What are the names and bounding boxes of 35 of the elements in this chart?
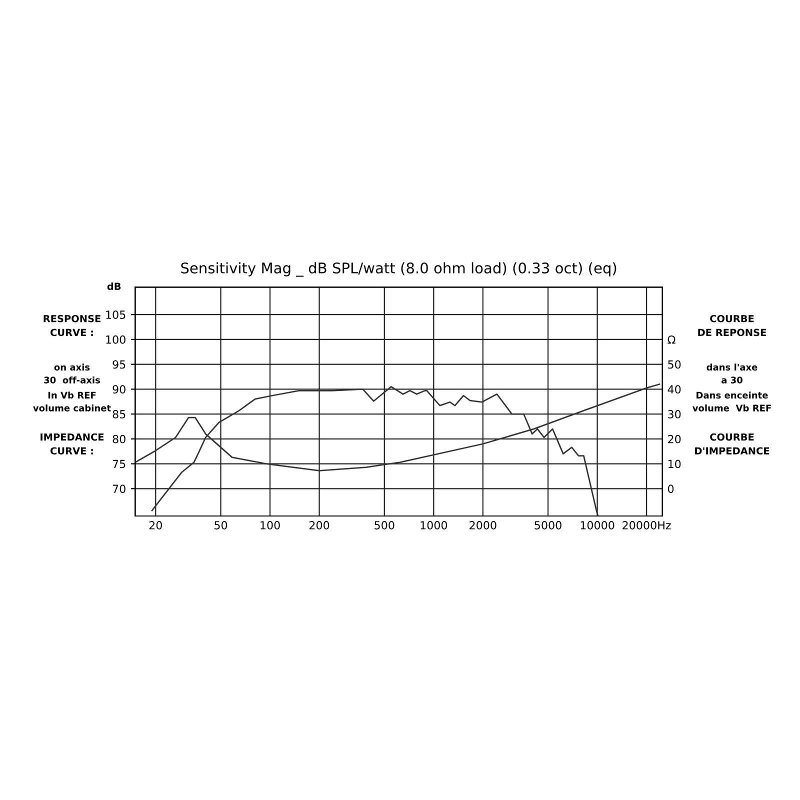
chart-title: Sensitivity Mag _ dB SPL/watt (8.0 ohm load) (0.33 oct) (eq) (181, 262, 616, 277)
x-tick-label: 1000 (420, 521, 448, 530)
y2-tick-label: 20 (668, 434, 681, 444)
text: dans l'axe a 30 (706, 364, 758, 384)
y-tick-label: 105 (106, 310, 126, 319)
y2-tick-label: 10 (668, 460, 681, 468)
y2-tick-label: 40 (668, 385, 681, 394)
y-tick-label: 70 (112, 484, 126, 494)
y2-tick-label: 0 (668, 484, 674, 494)
y-tick-label: 100 (106, 335, 126, 344)
y2-tick-label: 50 (668, 360, 681, 369)
text: COURBE D'IMPEDANCE (695, 433, 770, 455)
x-tick-label: 20 (149, 521, 162, 530)
text: IMPEDANCE CURVE : (40, 433, 104, 455)
y2-tick-label: Ω (668, 335, 676, 344)
x-tick-label: 20000Hz (622, 521, 671, 530)
y-axis-title: dB (107, 282, 121, 290)
x-tick-label: 200 (309, 521, 330, 530)
x-tick-label: 100 (260, 521, 280, 530)
y-tick-label: 80 (112, 434, 126, 444)
x-tick-label: 500 (374, 521, 394, 530)
x-tick-label: 50 (214, 521, 228, 530)
text: In Vb REF volume cabinet (33, 392, 111, 412)
y2-tick-label: 30 (668, 410, 681, 418)
text: COURBE DE REPONSE (698, 314, 766, 336)
x-tick-label: 5000 (534, 521, 562, 530)
text: RESPONSE CURVE : (44, 314, 100, 336)
y-tick-label: 85 (112, 410, 126, 418)
text: on axis 30 off-axis (44, 364, 100, 384)
y-tick-label: 95 (112, 360, 126, 369)
y-tick-label: 75 (112, 460, 126, 468)
x-tick-label: 2000 (470, 521, 496, 530)
y-tick-label: 90 (112, 385, 126, 394)
text: Dans enceinte volume Vb REF (692, 392, 771, 412)
x-tick-label: 10000 (580, 521, 614, 530)
